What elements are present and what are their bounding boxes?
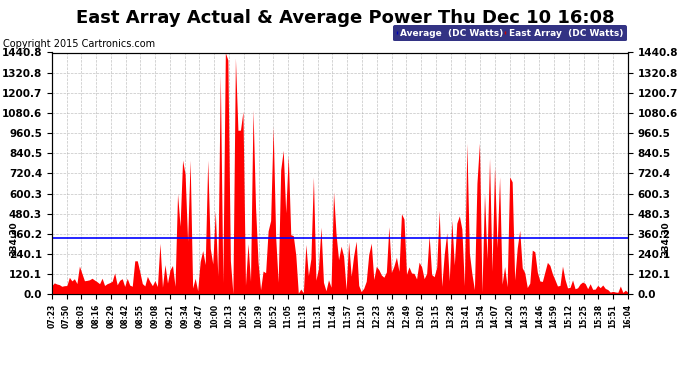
Text: Copyright 2015 Cartronics.com: Copyright 2015 Cartronics.com [3, 39, 155, 50]
Text: 334.30: 334.30 [661, 221, 671, 256]
Text: East Array Actual & Average Power Thu Dec 10 16:08: East Array Actual & Average Power Thu De… [76, 9, 614, 27]
Legend: Average  (DC Watts), East Array  (DC Watts): Average (DC Watts), East Array (DC Watts… [393, 25, 627, 41]
Text: 334.30: 334.30 [9, 221, 19, 256]
